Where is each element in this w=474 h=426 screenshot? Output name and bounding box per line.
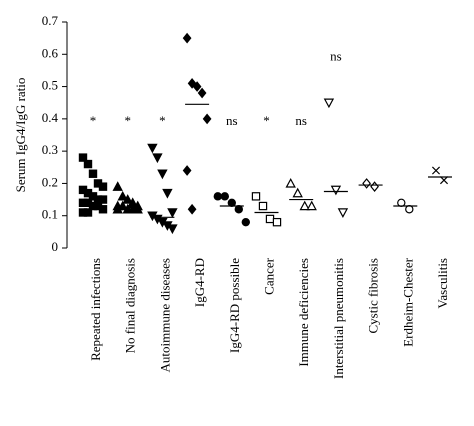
point <box>241 217 250 227</box>
point <box>285 177 296 188</box>
x-tick-label: Erdheim-Chester <box>400 257 415 346</box>
point <box>157 169 168 180</box>
point <box>323 98 335 109</box>
significance-label: * <box>124 113 131 128</box>
point <box>192 81 202 92</box>
point <box>182 165 192 176</box>
point <box>112 203 123 214</box>
significance-label: ns <box>226 113 238 128</box>
point <box>167 208 178 218</box>
significance-label: ns <box>295 113 307 128</box>
point <box>187 203 197 215</box>
y-tick-label: 0.1 <box>42 207 58 222</box>
y-tick-label: 0.3 <box>42 142 58 157</box>
x-tick-label: Vasculitis <box>435 258 450 309</box>
point <box>431 166 441 175</box>
point <box>292 187 303 198</box>
point <box>299 200 310 211</box>
significance-label: ns <box>330 49 342 64</box>
x-tick-label: Autoimmune diseases <box>157 258 172 372</box>
point <box>122 194 133 204</box>
point <box>197 87 207 99</box>
point <box>112 181 123 191</box>
point <box>439 176 449 185</box>
point <box>272 217 282 227</box>
point <box>152 153 163 164</box>
point <box>258 201 268 211</box>
x-tick-label: Interstitial pneumonitis <box>331 258 346 379</box>
point <box>337 208 349 218</box>
point <box>330 185 342 196</box>
point <box>306 200 317 211</box>
point <box>78 153 88 162</box>
point <box>213 192 222 201</box>
y-axis-label: Serum IgG4/IgG ratio <box>13 78 28 193</box>
point <box>167 224 178 235</box>
point <box>117 190 128 201</box>
point <box>83 208 93 217</box>
point <box>147 143 158 154</box>
point <box>162 188 173 199</box>
point <box>83 159 93 169</box>
y-tick-label: 0.4 <box>42 110 59 125</box>
y-tick-label: 0.5 <box>42 78 58 93</box>
x-tick-label: Repeated infections <box>88 258 103 361</box>
y-tick-label: 0 <box>52 239 59 254</box>
x-tick-label: Cystic fibrosis <box>366 258 381 333</box>
x-tick-label: Cancer <box>261 257 276 294</box>
point <box>251 192 261 201</box>
significance-label: * <box>159 113 166 128</box>
point <box>98 205 108 214</box>
point <box>370 181 379 193</box>
point <box>234 205 243 214</box>
point <box>265 214 275 224</box>
point <box>98 182 108 191</box>
point <box>88 169 98 178</box>
x-tick-label: No final diagnosis <box>123 258 138 353</box>
x-tick-label: IgG4-RD possible <box>227 258 242 353</box>
point <box>132 203 143 214</box>
point <box>397 198 406 207</box>
y-tick-label: 0.6 <box>42 45 59 60</box>
significance-label: * <box>90 113 97 128</box>
x-tick-label: Immune deficiencies <box>296 258 311 367</box>
significance-label: * <box>263 113 270 128</box>
point <box>405 205 414 214</box>
y-tick-label: 0.2 <box>42 174 58 189</box>
point <box>187 77 197 89</box>
point <box>182 32 192 44</box>
point <box>362 178 371 189</box>
point <box>202 113 212 125</box>
y-tick-label: 0.7 <box>42 13 59 28</box>
point <box>220 192 229 201</box>
x-tick-label: IgG4-RD <box>192 258 207 307</box>
point <box>227 198 236 207</box>
